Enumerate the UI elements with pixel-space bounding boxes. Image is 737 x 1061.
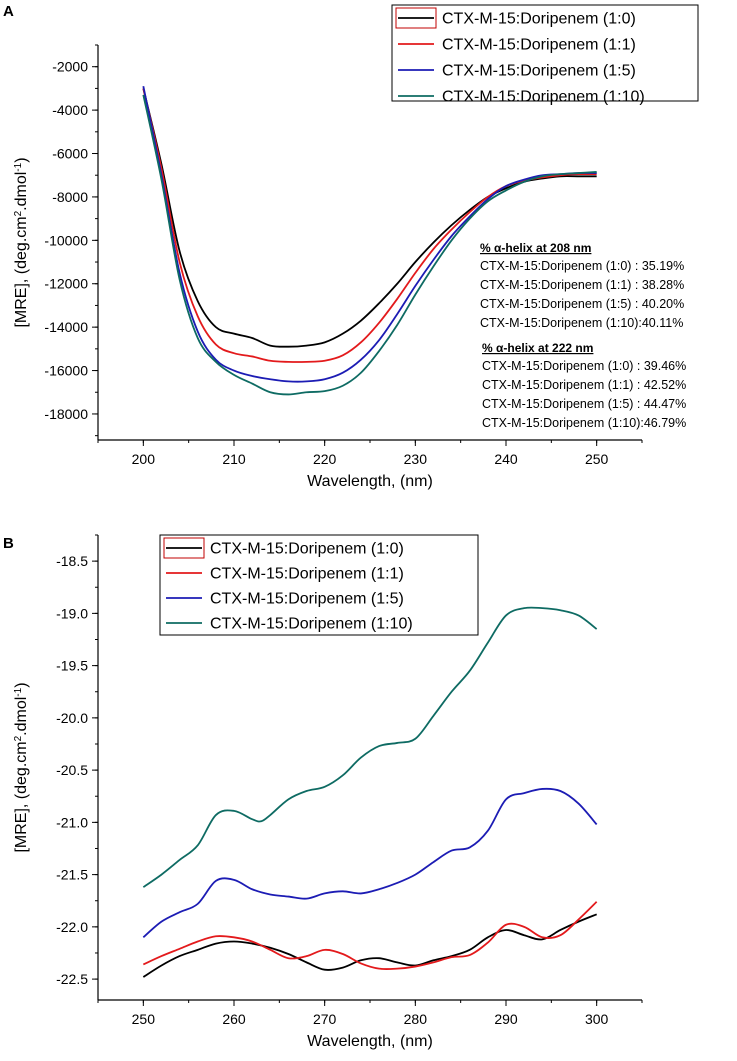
panel-a-x-tick-label: 250 <box>585 451 609 467</box>
panel-a-legend: CTX-M-15:Doripenem (1:0) CTX-M-15:Doripen… <box>391 4 699 106</box>
panel-a-helix-208-value: CTX-M-15:Doripenem (1:1) : 38.28% <box>480 278 684 292</box>
panel-a-y-axis-label-sup: 2 <box>13 210 24 216</box>
panel-a-y-tick-label: -12000 <box>44 276 88 292</box>
panel-a-series-line-3 <box>142 86 597 383</box>
panel-b-legend-selection-box <box>163 537 205 559</box>
panel-b-y-axis-label-part: [MRE], (deg.cm <box>13 741 30 852</box>
panel-a-legend-selection-box <box>395 7 437 29</box>
panel-a-helix-208-title: % α-helix at 208 nm <box>480 241 591 255</box>
panel-b-legend-label-3: CTX-M-15:Doripenem (1:5) <box>210 591 404 608</box>
panel-a-helix-222-value: CTX-M-15:Doripenem (1:0) : 39.46% <box>482 359 686 373</box>
panel-b-y-axis-label-part: ) <box>13 682 30 687</box>
panel-b-legend-label-2: CTX-M-15:Doripenem (1:1) <box>210 566 404 583</box>
panel-a-y-tick-label: -16000 <box>44 363 88 379</box>
panel-a-x-axis-label: Wavelength, (nm) <box>307 473 433 490</box>
panel-a-helix-222-title: % α-helix at 222 nm <box>482 341 593 355</box>
panel-b-x-tick-label: 280 <box>404 1011 428 1027</box>
panel-b-y-tick-label: -22.5 <box>56 971 88 987</box>
panel-b-series-line-4 <box>142 606 598 888</box>
panel-a-y-axis-label-part: .dmol <box>13 172 30 211</box>
panel-b-series-line-2 <box>142 901 598 971</box>
panel-a-y-tick-label: -18000 <box>44 406 88 422</box>
panel-a-legend-label-2: CTX-M-15:Doripenem (1:1) <box>442 37 636 54</box>
panel-a-y-axis-label: [MRE], (deg.cm2.dmol-1) <box>13 157 31 327</box>
panel-a-x-tick-label: 240 <box>494 451 518 467</box>
panel-b-x-tick-label: 290 <box>494 1011 518 1027</box>
panel-b-legend-label-1: CTX-M-15:Doripenem (1:0) <box>210 541 404 558</box>
panel-a-y-tick-label: -14000 <box>44 319 88 335</box>
panel-b-series-line-1 <box>142 913 598 978</box>
panel-b-x-tick-label: 250 <box>132 1011 156 1027</box>
panel-a-y-tick-label: -10000 <box>44 232 88 248</box>
panel-b-y-tick-label: -20.0 <box>56 710 88 726</box>
panel-a-helix-208-value: CTX-M-15:Doripenem (1:10):40.11% <box>480 316 683 330</box>
panel-b-y-tick-label: -18.5 <box>56 553 88 569</box>
panel-b-y-tick-label: -19.5 <box>56 658 88 674</box>
panel-a-legend-label-4: CTX-M-15:Doripenem (1:10) <box>442 89 645 106</box>
panel-a-series-line-4 <box>142 94 597 396</box>
panel-a-helix-208-value: CTX-M-15:Doripenem (1:0) : 35.19% <box>480 259 684 273</box>
panel-b-x-tick-label: 270 <box>313 1011 337 1027</box>
panel-a-y-tick-label: -2000 <box>52 59 88 75</box>
panel-b-y-axis-label-sup: 2 <box>13 735 24 741</box>
panel-a-x-tick-label: 200 <box>132 451 156 467</box>
panel-b-y-tick-label: -20.5 <box>56 762 88 778</box>
panel-b-y-axis-label-sup: -1 <box>13 687 24 696</box>
panel-a-x-tick-label: 230 <box>404 451 428 467</box>
panel-b-letter: B <box>3 535 14 552</box>
panel-a-legend-box <box>391 4 699 102</box>
panel-a-y-tick-label: -8000 <box>52 189 88 205</box>
panel-a-y-axis-label-sup: -1 <box>13 162 24 171</box>
panel-a-legend-label-1: CTX-M-15:Doripenem (1:0) <box>442 11 636 28</box>
panel-b-y-tick-label: -21.0 <box>56 814 88 830</box>
panel-b-x-tick-label: 300 <box>585 1011 609 1027</box>
panel-a-x-tick-label: 220 <box>313 451 337 467</box>
panel-b-x-axis-label: Wavelength, (nm) <box>307 1033 433 1050</box>
panel-a-y-tick-label: -6000 <box>52 146 88 162</box>
panel-b-legend: CTX-M-15:Doripenem (1:0) CTX-M-15:Doripen… <box>159 534 479 636</box>
panel-b-y-tick-label: -19.0 <box>56 605 88 621</box>
panel-a-y-axis-label-part: ) <box>13 157 30 162</box>
panel-b-y-tick-label: -22.0 <box>56 919 88 935</box>
panel-a-y-tick-label: -4000 <box>52 102 88 118</box>
panel-b-legend-box <box>159 534 479 636</box>
panel-b-y-axis-label-part: .dmol <box>13 697 30 736</box>
panel-a-chart: A 200 210 220 230 240 250 -2000 -4000 -6000 -8000 -… <box>3 3 699 490</box>
panel-a-helix-222-value: CTX-M-15:Doripenem (1:10):46.79% <box>482 416 686 430</box>
panel-a-legend-label-3: CTX-M-15:Doripenem (1:5) <box>442 63 636 80</box>
panel-a-letter: A <box>3 3 14 20</box>
panel-b-x-tick-label: 260 <box>222 1011 246 1027</box>
panel-b-y-tick-label: -21.5 <box>56 867 88 883</box>
panel-a-y-axis-label-part: [MRE], (deg.cm <box>13 216 30 327</box>
panel-b-series-line-3 <box>142 787 598 938</box>
panel-b-chart: B 250 260 270 280 290 300 -18.5 -19.0 -19.5 -20.0 -… <box>3 534 643 1050</box>
panel-b-legend-label-4: CTX-M-15:Doripenem (1:10) <box>210 616 413 633</box>
panel-a-helix-222-value: CTX-M-15:Doripenem (1:1) : 42.52% <box>482 378 686 392</box>
panel-a-helix-222-value: CTX-M-15:Doripenem (1:5) : 44.47% <box>482 397 686 411</box>
panel-a-x-tick-label: 210 <box>222 451 246 467</box>
panel-b-y-axis-label: [MRE], (deg.cm2.dmol-1) <box>13 682 31 852</box>
panel-a-helix-208-value: CTX-M-15:Doripenem (1:5) : 40.20% <box>480 297 684 311</box>
